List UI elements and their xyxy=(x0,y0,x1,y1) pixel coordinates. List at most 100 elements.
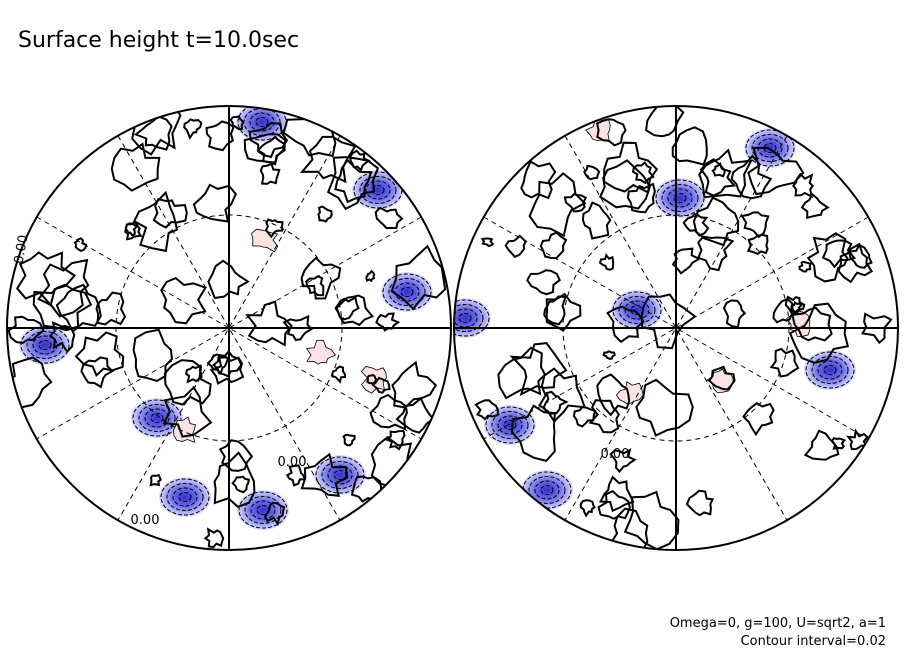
negative-contour xyxy=(491,411,529,439)
zero-contour xyxy=(631,161,655,185)
zero-contour xyxy=(806,232,849,283)
zero-contour xyxy=(606,305,645,344)
zero-contour xyxy=(609,448,637,474)
zero-contour xyxy=(37,258,90,318)
meridian xyxy=(36,216,422,440)
low-region xyxy=(804,350,856,390)
zero-contour xyxy=(206,353,230,376)
contour-label: 0.00 xyxy=(12,234,32,265)
zero-contour xyxy=(746,233,769,256)
negative-contour xyxy=(751,134,789,162)
zero-contour xyxy=(264,218,284,239)
negative-contour xyxy=(805,351,855,389)
negative-contour xyxy=(454,304,484,332)
right-hemisphere xyxy=(454,106,898,550)
zero-contour xyxy=(542,390,569,415)
negative-contour xyxy=(249,112,275,132)
zero-contour xyxy=(784,295,806,315)
contour-label: 0.00 xyxy=(131,513,160,528)
low-region xyxy=(19,325,71,365)
zero-contour xyxy=(391,360,438,409)
zero-contour xyxy=(598,252,615,271)
zero-contour xyxy=(207,259,250,300)
zero-contour xyxy=(300,256,342,300)
negative-contour xyxy=(454,308,478,328)
zero-contour xyxy=(383,429,406,451)
zero-contour xyxy=(742,401,775,437)
zero-contour xyxy=(480,237,495,247)
zero-contour xyxy=(7,315,45,345)
zero-contour xyxy=(259,162,281,185)
zero-contour xyxy=(229,115,244,131)
negative-contour xyxy=(382,273,432,311)
negative-contour xyxy=(497,415,523,435)
negative-contour xyxy=(132,399,182,437)
negative-contour xyxy=(172,487,198,507)
zero-contour xyxy=(603,141,659,194)
zero-contour xyxy=(803,429,840,461)
high-region xyxy=(706,368,734,393)
negative-contour xyxy=(823,365,837,375)
zero-contour xyxy=(581,201,612,240)
zero-contour xyxy=(497,346,547,400)
negative-contour xyxy=(388,278,426,306)
negative-contour xyxy=(454,299,490,337)
zero-contour xyxy=(511,404,556,463)
zero-contour xyxy=(183,118,203,140)
note: Omega=0, g=100, U=sqrt2, a=1 xyxy=(670,616,886,631)
zero-contour xyxy=(125,222,138,237)
negative-contour xyxy=(315,456,365,494)
negative-contour xyxy=(150,413,164,423)
zero-contour xyxy=(334,295,360,321)
negative-contour xyxy=(661,184,699,212)
zero-contour xyxy=(371,376,391,394)
zero-contour xyxy=(645,106,685,138)
zero-contour xyxy=(692,196,740,247)
zero-contour xyxy=(55,283,102,333)
meridian xyxy=(117,135,341,521)
zero-contour xyxy=(847,243,873,269)
zero-contour xyxy=(698,148,753,199)
zero-contour xyxy=(285,464,307,487)
zero-contour xyxy=(243,133,287,164)
zero-contour xyxy=(192,183,237,223)
zero-contour xyxy=(218,439,254,472)
zero-contour xyxy=(538,367,587,424)
zero-contour xyxy=(365,269,376,283)
zero-contour xyxy=(769,347,800,378)
zero-contour xyxy=(539,231,568,260)
zero-contour xyxy=(205,120,235,152)
negative-contour xyxy=(327,465,353,485)
zero-contour xyxy=(80,356,115,389)
meridian xyxy=(564,135,788,521)
meridian xyxy=(564,135,788,521)
zero-contour xyxy=(231,475,250,494)
zero-contour xyxy=(597,490,631,520)
low-region xyxy=(314,455,366,495)
negative-contour xyxy=(138,404,176,432)
negative-contour xyxy=(371,185,385,195)
zero-contour xyxy=(596,373,631,417)
hemisphere-border xyxy=(453,105,899,551)
zero-contour xyxy=(563,193,588,213)
zero-contour xyxy=(837,242,874,284)
meridian xyxy=(117,135,341,521)
negative-contour xyxy=(144,408,170,428)
zero-contour xyxy=(317,205,333,223)
zero-contour xyxy=(830,437,847,451)
contour-label: 0.00 xyxy=(601,447,630,462)
high-region xyxy=(251,228,279,253)
zero-contour xyxy=(334,158,373,204)
zero-contour xyxy=(747,146,805,196)
negative-contour xyxy=(238,491,288,529)
negative-contour xyxy=(817,360,843,380)
zero-contour xyxy=(248,121,289,159)
negative-contour xyxy=(244,496,282,524)
zero-contour xyxy=(572,405,597,428)
negative-contour xyxy=(160,478,210,516)
negative-contour xyxy=(458,313,472,323)
zero-contour xyxy=(543,295,567,326)
zero-contour xyxy=(160,276,207,325)
zero-contour xyxy=(599,159,651,210)
